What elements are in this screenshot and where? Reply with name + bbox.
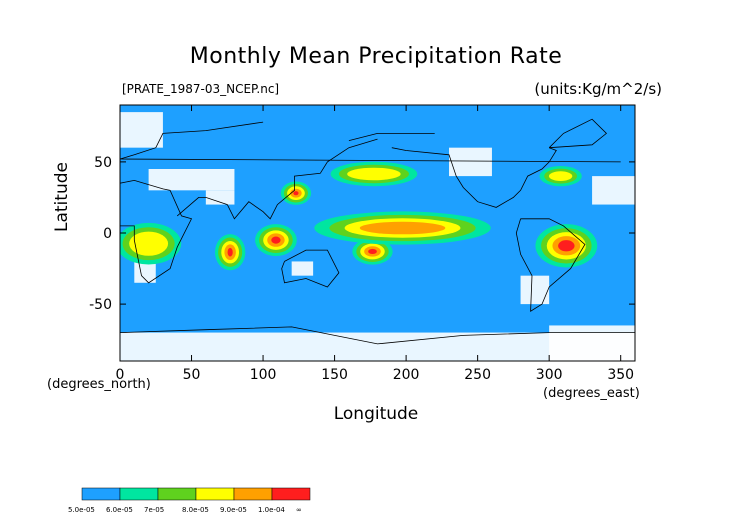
colorbar-cell (233, 487, 273, 501)
colorbar-label: 6.0e-05 (106, 506, 133, 514)
x-tick-label: 350 (607, 367, 634, 383)
page-title: Monthly Mean Precipitation Rate (189, 44, 563, 69)
colorbar-label: ∞ (296, 506, 302, 514)
no-data-region (205, 190, 235, 205)
precip-region (558, 240, 575, 252)
precip-region (347, 167, 401, 181)
precip-region (271, 236, 281, 244)
colorbar-cell (271, 487, 311, 501)
x-axis-label: Longitude (333, 404, 419, 424)
no-data-region (120, 112, 163, 148)
coastline (120, 326, 635, 345)
x-tick-label: 200 (393, 367, 420, 383)
x-tick-label: 250 (464, 367, 491, 383)
y-unit-label: (degrees_north) (47, 377, 151, 392)
y-tick-label: -50 (89, 297, 112, 313)
precip-region (368, 248, 377, 255)
x-unit-label: (degrees_east) (543, 386, 640, 401)
colorbar-cell (119, 487, 159, 501)
precip-region (359, 221, 446, 235)
coastline (120, 179, 193, 284)
colorbar-cell (157, 487, 197, 501)
coastline (176, 138, 378, 220)
x-tick-label: 100 (250, 367, 277, 383)
coastline (391, 147, 557, 208)
coastline (281, 249, 340, 288)
colorbar-cell (81, 487, 121, 501)
no-data-region (148, 169, 235, 191)
colorbar-cell (195, 487, 235, 501)
no-data-region (592, 176, 635, 205)
precip-region (129, 231, 169, 256)
x-tick-label: 150 (321, 367, 348, 383)
coastline (120, 121, 621, 163)
colorbar-label: 1.0e-04 (258, 506, 285, 514)
colorbar-label: 7e-05 (144, 506, 165, 514)
coastline (515, 218, 586, 312)
colorbar-label: 5.0e-05 (68, 506, 95, 514)
x-tick-label: 50 (183, 367, 201, 383)
x-tick-label: 300 (536, 367, 563, 383)
file-label: [PRATE_1987-03_NCEP.nc] (122, 82, 280, 96)
precip-region (227, 247, 233, 257)
y-tick-label: 0 (103, 226, 112, 242)
colorbar-label: 8.0e-05 (182, 506, 209, 514)
colorbar-label: 9.0e-05 (220, 506, 247, 514)
y-tick-label: 50 (94, 155, 112, 171)
coastline (548, 118, 608, 149)
x-tick-label: 0 (116, 367, 125, 383)
coastline (348, 133, 435, 141)
units-label: (units:Kg/m^2/s) (534, 80, 662, 98)
precip-region (548, 171, 573, 181)
precip-region (293, 191, 299, 196)
no-data-region (449, 147, 492, 177)
no-data-region (291, 261, 314, 276)
